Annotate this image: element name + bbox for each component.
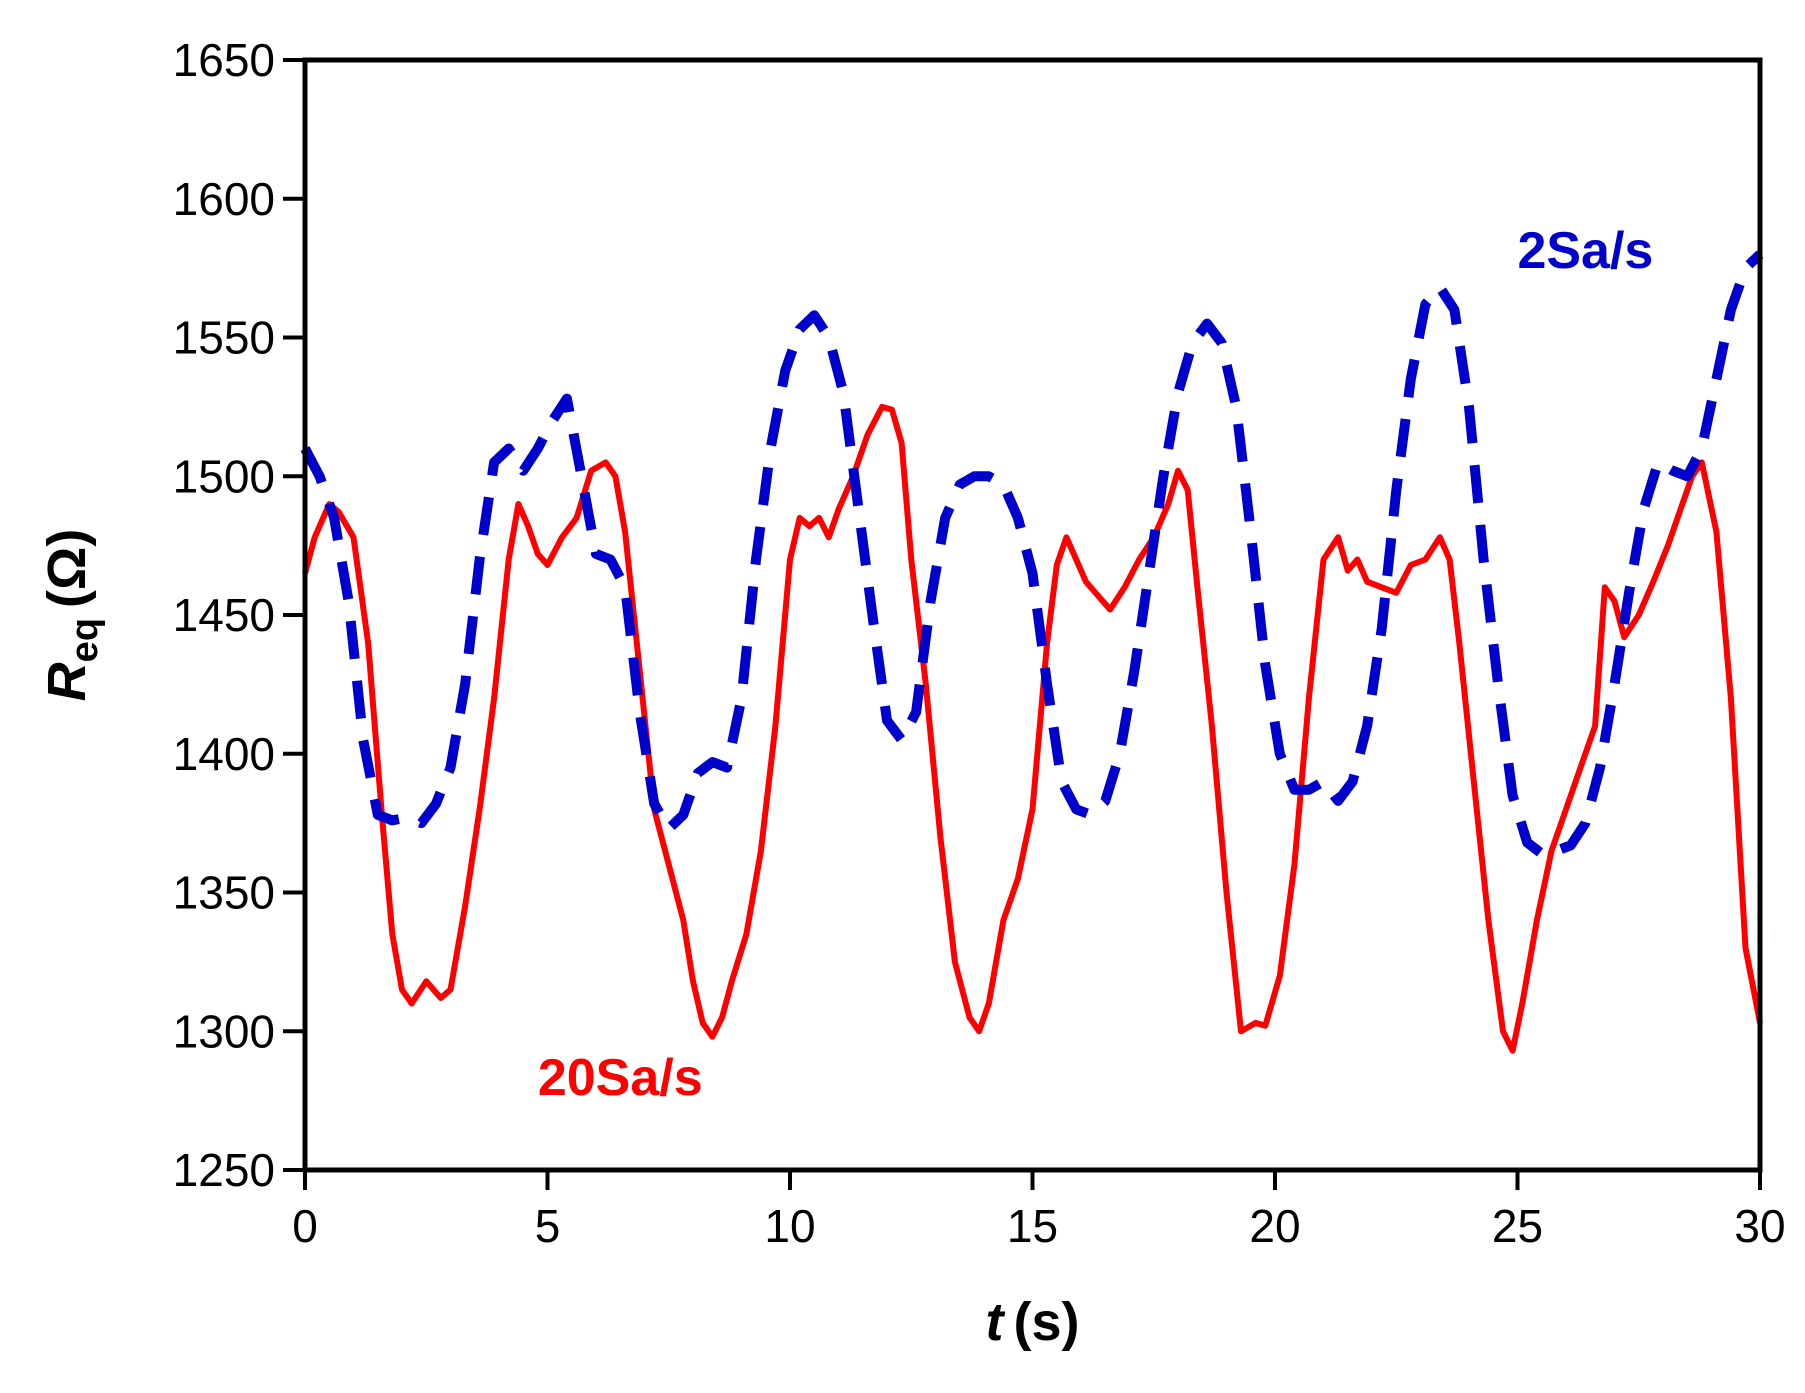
x-tick-label: 25 <box>1492 1200 1543 1252</box>
x-axis-unit: (s) <box>1013 1292 1079 1352</box>
y-tick-label: 1550 <box>173 312 275 364</box>
y-axis-subscript: eq <box>64 618 106 662</box>
y-axis-unit: (Ω) <box>37 529 97 608</box>
y-tick-label: 1500 <box>173 450 275 502</box>
y-tick-label: 1400 <box>173 728 275 780</box>
series-layer <box>300 250 1764 1054</box>
y-axis-variable: R <box>37 662 97 701</box>
x-tick-label: 10 <box>764 1200 815 1252</box>
series-label-1: 2Sa/s <box>1517 222 1653 280</box>
x-tick-label: 30 <box>1734 1200 1785 1252</box>
y-tick-label: 1300 <box>173 1005 275 1057</box>
y-tick-label: 1650 <box>173 34 275 86</box>
series-line-0 <box>302 403 1763 1054</box>
y-tick-label: 1250 <box>173 1144 275 1196</box>
x-tick-label: 0 <box>292 1200 318 1252</box>
y-tick-label: 1450 <box>173 589 275 641</box>
y-axis-ticks: 1250 1300 1350 1400 1450 1500 1550 1600 1650 <box>173 34 305 1196</box>
x-axis-ticks: 0 5 10 15 20 25 30 <box>292 1170 1786 1252</box>
x-tick-label: 15 <box>1007 1200 1058 1252</box>
series-line-1 <box>300 250 1764 859</box>
x-axis-title: t (s) <box>986 1292 1080 1352</box>
x-tick-label: 20 <box>1249 1200 1300 1252</box>
y-tick-label: 1600 <box>173 173 275 225</box>
x-axis-variable: t <box>986 1292 1006 1352</box>
series-labels: 20Sa/s 2Sa/s <box>538 222 1654 1107</box>
x-tick-label: 5 <box>535 1200 561 1252</box>
y-tick-label: 1350 <box>173 867 275 919</box>
series-label-0: 20Sa/s <box>538 1049 703 1107</box>
y-axis-title: Req (Ω) <box>37 529 106 702</box>
